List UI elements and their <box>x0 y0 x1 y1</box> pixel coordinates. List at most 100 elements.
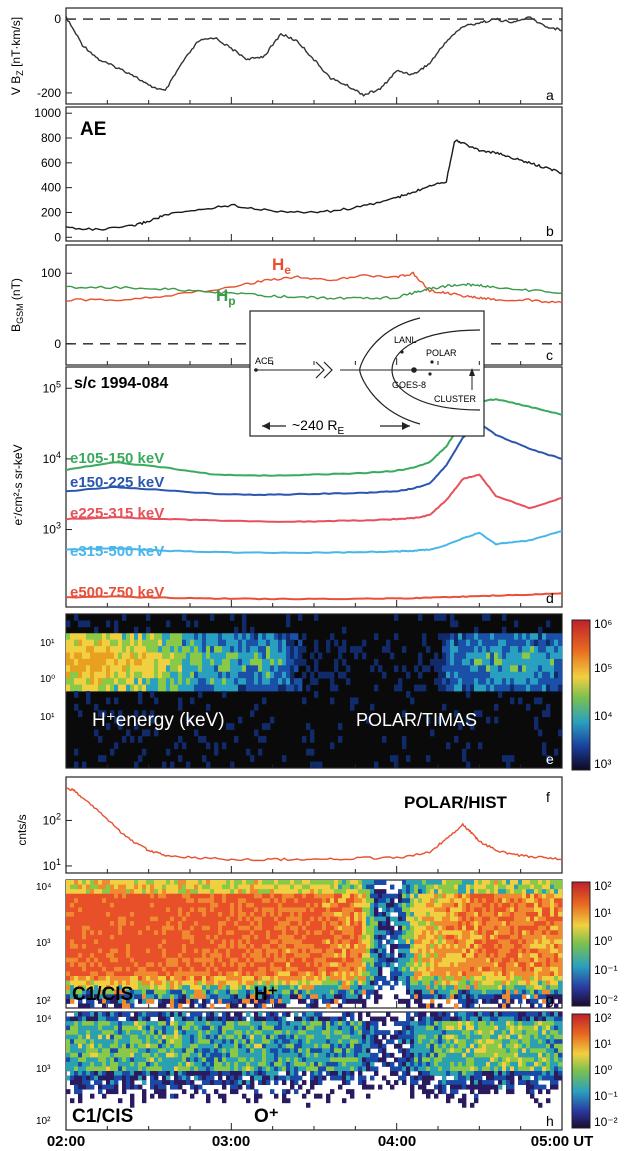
panel-h-cell <box>66 1052 71 1058</box>
panel-g-cell <box>554 939 559 945</box>
panel-e-cell <box>114 716 119 724</box>
panel-h-cell <box>94 1048 99 1054</box>
panel-g-cell <box>238 994 243 1000</box>
panel-h-cell <box>78 1071 83 1076</box>
panel-e-cell <box>138 697 143 705</box>
panel-e-cell <box>114 671 119 679</box>
panel-g-cell <box>102 980 107 986</box>
panel-g-cell <box>242 1003 247 1009</box>
panel-g-cell <box>218 966 223 972</box>
panel-g-cell <box>486 902 491 908</box>
panel-g-cell <box>430 957 435 963</box>
panel-e-cell <box>442 684 447 692</box>
panel-g-cell <box>310 957 315 963</box>
panel-g-cell <box>190 893 195 899</box>
panel-h-cell <box>74 1066 79 1072</box>
panel-g-cell <box>518 976 523 981</box>
panel-g-cell <box>410 889 415 895</box>
panel-e-cell <box>470 671 475 679</box>
panel-e-left-label: H⁺energy (keV) <box>92 710 225 731</box>
panel-g-cell <box>250 925 255 931</box>
panel-g-cell <box>90 893 95 899</box>
panel-g-cell <box>86 994 91 1000</box>
panel-g-cell <box>310 998 315 1004</box>
panel-g-cell <box>66 934 71 940</box>
panel-g-cell <box>490 980 495 986</box>
panel-g-cell <box>470 889 475 895</box>
panel-g-cell <box>98 893 103 899</box>
panel-g-cell <box>330 994 335 1000</box>
panel-g-cell <box>102 916 107 922</box>
panel-h-cell <box>82 1030 87 1036</box>
panel-g-cell <box>538 980 543 986</box>
panel-g-cell <box>410 966 415 972</box>
panel-g-cell <box>114 976 119 981</box>
panel-g-cell <box>90 939 95 945</box>
panel-g-cell <box>442 953 447 959</box>
panel-e-cell <box>138 671 143 679</box>
panel-g-cell <box>110 944 115 949</box>
panel-g-cell <box>210 930 215 936</box>
panel-g-cell <box>158 921 163 927</box>
panel-a-series-line-0 <box>66 15 562 97</box>
panel-g-cell <box>542 966 547 972</box>
panel-g-cell <box>522 976 527 981</box>
panel-d-series-line-3 <box>66 530 562 554</box>
panel-e-cell <box>226 639 231 647</box>
panel-g-cell <box>490 948 495 954</box>
panel-e-cell <box>146 639 151 647</box>
panel-g-cell <box>386 962 391 968</box>
panel-h-cell <box>86 1075 91 1081</box>
panel-g-cell <box>146 921 151 927</box>
panel-h-cell <box>70 1052 75 1058</box>
panel-g-cell <box>218 916 223 922</box>
panel-e-cell <box>222 684 227 692</box>
panel-e-cell <box>554 665 559 673</box>
panel-e-cell <box>210 665 215 673</box>
panel-g-cell <box>70 980 75 986</box>
panel-e-cell <box>182 652 187 660</box>
panel-e-cell <box>194 633 199 641</box>
panel-g-cell <box>126 934 131 940</box>
panel-h-cell <box>78 1075 83 1081</box>
panel-g-cell <box>114 939 119 945</box>
panel-e-cell <box>474 658 479 666</box>
panel-e-cell <box>242 626 247 634</box>
panel-e-cell <box>242 620 247 628</box>
panel-g-cell <box>74 930 79 936</box>
panel-e-cell <box>86 620 91 628</box>
panel-g-cell <box>294 989 299 995</box>
panel-h-cell <box>154 1084 159 1090</box>
panel-g-cell <box>282 889 287 895</box>
panel-e-cell <box>510 671 515 679</box>
panel-e-cell <box>542 710 547 718</box>
panel-g-cell <box>278 930 283 936</box>
panel-g-cell <box>222 953 227 959</box>
panel-e-cell <box>74 684 79 692</box>
panel-e-cell <box>262 658 267 666</box>
panel-g-cell <box>258 889 263 895</box>
panel-d-series-line-2 <box>66 473 562 523</box>
panel-g-cell <box>558 916 563 922</box>
panel-g-cell <box>554 921 559 927</box>
panel-g-cell <box>362 912 367 917</box>
inset-break-mark <box>315 361 333 379</box>
panel-g-cell <box>542 884 547 890</box>
panel-e-cell <box>202 639 207 647</box>
panel-g-cell <box>454 902 459 908</box>
panel-g-cell <box>490 998 495 1004</box>
panel-g-cell <box>74 893 79 899</box>
panel-g-cell <box>254 985 259 991</box>
panel-g-cell <box>418 957 423 963</box>
panel-e-cell <box>466 678 471 685</box>
panel-h-cell <box>118 1098 123 1104</box>
panel-e-cell <box>214 658 219 666</box>
panel-g-cell <box>394 980 399 986</box>
panel-g-cell <box>306 980 311 986</box>
panel-e-cell <box>66 620 71 628</box>
panel-e-cell <box>210 652 215 660</box>
panel-g-cell <box>514 893 519 899</box>
panel-b-letter: b <box>546 223 554 239</box>
panel-g-cell <box>478 930 483 936</box>
panel-g-cell <box>270 925 275 931</box>
